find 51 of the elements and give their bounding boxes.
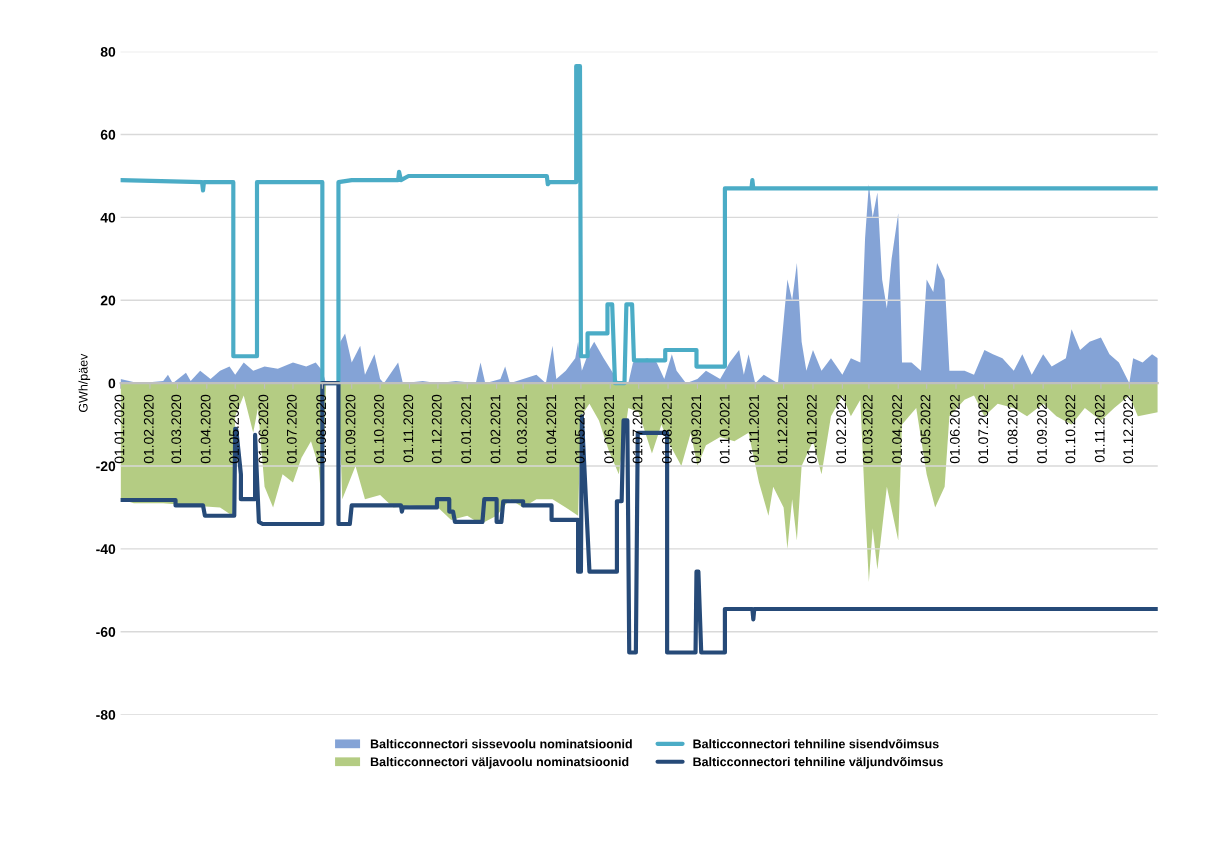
y-tick-label: -80 [96, 709, 116, 720]
x-tick-label: 01.06.2021 [604, 394, 615, 464]
x-tick-label: 01.12.2022 [1123, 394, 1134, 464]
y-tick-label: 40 [100, 212, 116, 223]
x-tick-label: 01.05.2022 [920, 394, 931, 464]
x-tick-label: 01.11.2022 [1094, 394, 1105, 463]
line-series [120, 64, 1158, 386]
y-tick-label: 60 [100, 129, 116, 140]
x-tick-label: 01.04.2020 [200, 394, 211, 464]
legend-label: Balticconnectori tehniline väljundvõimsus [693, 757, 943, 769]
legend-label: Balticconnectori sissevoolu nominatsioonid [370, 739, 632, 749]
x-tick-label: 01.07.2021 [632, 394, 643, 464]
x-tick-label: 01.04.2022 [892, 394, 902, 464]
x-tick-label: 01.03.2021 [517, 394, 527, 464]
legend-label: Balticconnectori väljavoolu nominatsioonid [370, 757, 629, 769]
x-tick-label: 01.05.2021 [574, 394, 585, 464]
x-tick-label: 01.10.2020 [374, 394, 384, 464]
x-tick-label: 01.01.2022 [806, 394, 817, 464]
x-tick-label: 01.01.2021 [461, 394, 471, 464]
y-tick-label: 20 [100, 295, 116, 306]
x-tick-label: 01.11.2021 [749, 394, 759, 463]
y-tick-label: 80 [100, 46, 116, 57]
x-tick-label: 01.12.2021 [777, 394, 788, 464]
x-tick-label: 01.10.2022 [1065, 394, 1076, 464]
y-tick-label: -20 [96, 461, 116, 472]
x-tick-label: 01.08.2021 [661, 394, 672, 464]
x-tick-label: 01.09.2022 [1037, 394, 1047, 464]
x-tick-label: 01.11.2020 [403, 394, 414, 463]
x-tick-label: 01.10.2021 [719, 394, 730, 464]
x-tick-label: 01.09.2021 [691, 394, 702, 464]
x-tick-label: 01.07.2022 [978, 394, 989, 464]
y-axis-title: GWh/päev [78, 353, 91, 413]
x-tick-label: 01.09.2020 [345, 394, 356, 464]
x-tick-label: 01.05.2020 [229, 394, 239, 464]
x-tick-label: 01.02.2022 [836, 394, 847, 464]
x-tick-label: 01.02.2021 [490, 394, 501, 464]
x-tick-label: 01.03.2020 [171, 394, 182, 464]
y-tick-label: -40 [96, 544, 116, 555]
legend-label: Balticconnectori tehniline sisendvõimsus [693, 739, 939, 749]
x-tick-label: 01.08.2020 [316, 394, 327, 464]
x-tick-label: 01.03.2022 [862, 394, 873, 464]
x-tick-label: 01.08.2022 [1007, 394, 1018, 464]
x-tick-label: 01.04.2021 [546, 394, 557, 464]
y-tick-label: 0 [108, 378, 116, 389]
x-tick-label: 01.12.2020 [431, 394, 442, 464]
x-tick-label: 01.01.2020 [114, 394, 125, 464]
x-tick-label: 01.07.2020 [286, 394, 297, 464]
x-tick-label: 01.02.2020 [143, 394, 154, 464]
x-tick-label: 01.06.2020 [258, 394, 269, 464]
y-tick-label: -60 [96, 627, 116, 637]
x-tick-label: 01.06.2022 [949, 394, 960, 464]
